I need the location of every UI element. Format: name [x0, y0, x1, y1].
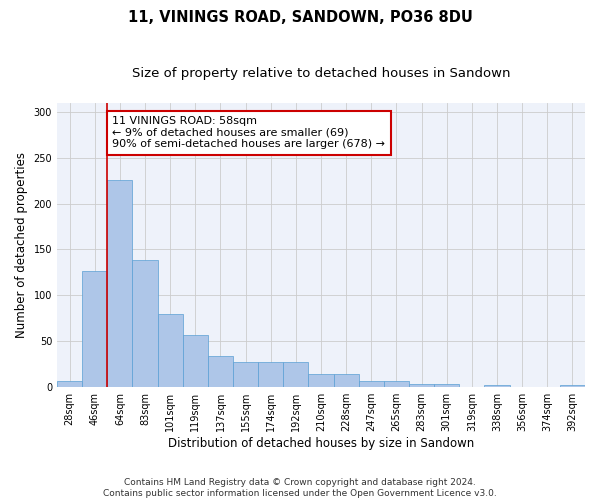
Bar: [334, 374, 359, 387]
Bar: [560, 386, 585, 387]
Bar: [183, 335, 208, 387]
Y-axis label: Number of detached properties: Number of detached properties: [15, 152, 28, 338]
Bar: [133, 260, 158, 387]
X-axis label: Distribution of detached houses by size in Sandown: Distribution of detached houses by size …: [168, 437, 474, 450]
Bar: [283, 362, 308, 387]
Bar: [233, 362, 258, 387]
Bar: [434, 384, 459, 387]
Bar: [359, 381, 384, 387]
Bar: [258, 362, 283, 387]
Bar: [208, 356, 233, 387]
Bar: [107, 180, 133, 387]
Bar: [484, 386, 509, 387]
Bar: [82, 272, 107, 387]
Bar: [158, 314, 183, 387]
Bar: [409, 384, 434, 387]
Text: 11 VININGS ROAD: 58sqm
← 9% of detached houses are smaller (69)
90% of semi-deta: 11 VININGS ROAD: 58sqm ← 9% of detached …: [112, 116, 385, 150]
Text: 11, VININGS ROAD, SANDOWN, PO36 8DU: 11, VININGS ROAD, SANDOWN, PO36 8DU: [128, 10, 472, 25]
Bar: [57, 381, 82, 387]
Bar: [384, 381, 409, 387]
Title: Size of property relative to detached houses in Sandown: Size of property relative to detached ho…: [132, 68, 510, 80]
Text: Contains HM Land Registry data © Crown copyright and database right 2024.
Contai: Contains HM Land Registry data © Crown c…: [103, 478, 497, 498]
Bar: [308, 374, 334, 387]
